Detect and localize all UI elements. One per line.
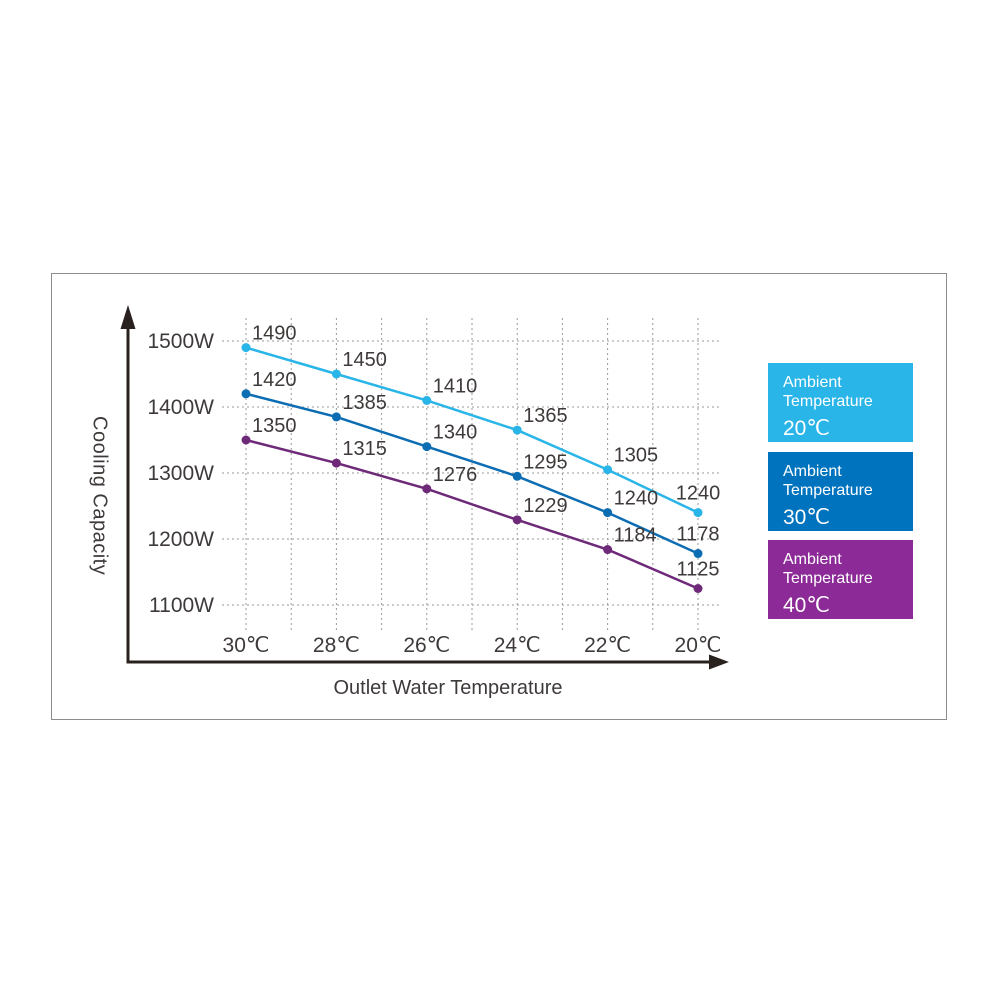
data-point-label: 1420 xyxy=(252,369,297,391)
data-point-label: 1315 xyxy=(342,438,387,460)
legend-label: Ambient xyxy=(783,551,842,568)
data-point xyxy=(512,515,522,525)
data-point-label: 1450 xyxy=(342,349,387,371)
legend-temp-value: 30℃ xyxy=(783,506,830,529)
data-point xyxy=(241,389,251,399)
data-point xyxy=(422,442,432,452)
data-point-label: 1125 xyxy=(676,559,719,581)
data-point xyxy=(331,458,341,468)
data-point-label: 1229 xyxy=(523,495,568,517)
x-tick-label: 24℃ xyxy=(494,634,541,657)
data-point-label: 1305 xyxy=(614,445,659,467)
series-line-30℃ xyxy=(245,392,699,555)
x-tick-label: 30℃ xyxy=(223,634,270,657)
data-point xyxy=(241,435,251,445)
data-point xyxy=(693,549,703,559)
legend-label: Temperature xyxy=(783,393,873,410)
data-point-label: 1178 xyxy=(676,524,719,546)
data-point xyxy=(603,545,613,555)
y-axis-title: Cooling Capacity xyxy=(88,416,111,576)
data-point xyxy=(603,508,613,518)
y-axis-arrow-icon xyxy=(120,305,136,329)
data-point xyxy=(331,369,341,379)
legend-label: Ambient xyxy=(783,374,842,391)
y-tick-label: 1300W xyxy=(147,462,214,485)
legend-temp-value: 20℃ xyxy=(783,417,830,440)
y-tick-label: 1200W xyxy=(147,528,214,551)
legend-label: Temperature xyxy=(783,570,873,587)
legend-temp-value: 40℃ xyxy=(783,594,830,617)
legend-label: Ambient xyxy=(783,463,842,480)
data-point xyxy=(512,471,522,481)
data-point-label: 1350 xyxy=(252,415,297,437)
data-point xyxy=(693,508,703,518)
data-point-label: 1490 xyxy=(252,323,297,345)
y-tick-label: 1400W xyxy=(147,396,214,419)
data-point-label: 1340 xyxy=(433,422,478,444)
data-point xyxy=(422,395,432,405)
data-point xyxy=(603,465,613,475)
data-point xyxy=(693,584,703,593)
data-point-label: 1240 xyxy=(676,483,721,505)
data-point-label: 1295 xyxy=(523,451,568,473)
y-tick-label: 1100W xyxy=(149,594,214,617)
data-point-label: 1410 xyxy=(433,375,478,397)
x-tick-label: 28℃ xyxy=(313,634,360,657)
x-axis-title: Outlet Water Temperature xyxy=(333,677,563,699)
data-point xyxy=(331,412,341,422)
x-tick-label: 26℃ xyxy=(403,634,450,657)
x-tick-label: 20℃ xyxy=(675,634,722,657)
series-line-40℃ xyxy=(245,438,699,590)
data-point xyxy=(512,425,522,435)
data-point-label: 1276 xyxy=(433,464,478,486)
legend-item-ambient-40c: Ambient Temperature 40℃ xyxy=(768,540,913,619)
data-point-label: 1184 xyxy=(614,525,657,547)
data-point-label: 1365 xyxy=(523,405,568,427)
series-line-20℃ xyxy=(245,346,699,514)
data-point xyxy=(241,343,251,353)
data-point xyxy=(422,484,432,494)
x-axis-arrow-icon xyxy=(709,654,729,670)
legend-item-ambient-30c: Ambient Temperature 30℃ xyxy=(768,452,913,531)
data-point-label: 1240 xyxy=(614,488,659,510)
y-tick-label: 1500W xyxy=(147,330,214,353)
x-tick-label: 22℃ xyxy=(584,634,631,657)
legend-label: Temperature xyxy=(783,482,873,499)
legend-item-ambient-20c: Ambient Temperature 20℃ xyxy=(768,363,913,442)
data-point-label: 1385 xyxy=(342,392,387,414)
